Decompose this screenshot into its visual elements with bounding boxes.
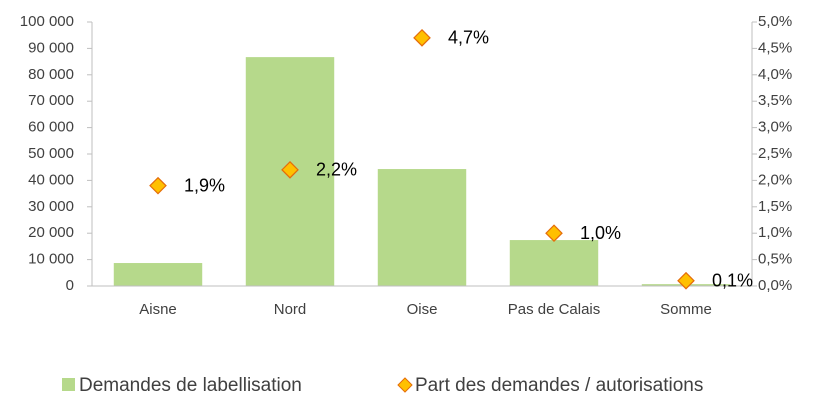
legend-label: Demandes de labellisation bbox=[79, 375, 302, 396]
y-tick-label: 70 000 bbox=[28, 92, 74, 109]
y2-tick-label: 4,0% bbox=[758, 66, 792, 83]
y-tick-label: 20 000 bbox=[28, 224, 74, 241]
y2-tick-label: 3,5% bbox=[758, 92, 792, 109]
x-tick-label: Nord bbox=[274, 301, 307, 318]
x-tick-label: Somme bbox=[660, 301, 712, 318]
y2-tick-label: 3,0% bbox=[758, 119, 792, 136]
x-tick-label: Oise bbox=[407, 301, 438, 318]
y2-tick-label: 0,5% bbox=[758, 251, 792, 268]
legend-swatch bbox=[62, 378, 75, 391]
x-tick-label: Pas de Calais bbox=[508, 301, 601, 318]
y-tick-label: 30 000 bbox=[28, 198, 74, 215]
y-tick-label: 0 bbox=[66, 277, 74, 294]
diamond-marker bbox=[413, 28, 431, 47]
y2-tick-label: 2,5% bbox=[758, 145, 792, 162]
y-tick-label: 60 000 bbox=[28, 119, 74, 136]
bar bbox=[509, 240, 599, 286]
data-label: 4,7% bbox=[448, 28, 489, 48]
y2-tick-label: 1,0% bbox=[758, 224, 792, 241]
diamond-marker bbox=[281, 160, 299, 179]
y-tick-label: 90 000 bbox=[28, 39, 74, 56]
y-tick-label: 10 000 bbox=[28, 251, 74, 268]
bar bbox=[113, 263, 203, 286]
legend-swatch bbox=[397, 377, 413, 393]
y2-tick-label: 2,0% bbox=[758, 171, 792, 188]
data-label: 1,9% bbox=[184, 175, 225, 195]
y-tick-label: 100 000 bbox=[20, 13, 74, 30]
bar bbox=[377, 169, 467, 286]
diamond-marker bbox=[149, 176, 167, 195]
y-tick-label: 50 000 bbox=[28, 145, 74, 162]
y2-tick-label: 1,5% bbox=[758, 198, 792, 215]
y-tick-label: 40 000 bbox=[28, 171, 74, 188]
y2-tick-label: 0,0% bbox=[758, 277, 792, 294]
diamond-marker bbox=[677, 271, 695, 290]
y-tick-label: 80 000 bbox=[28, 66, 74, 83]
data-label: 0,1% bbox=[712, 270, 753, 290]
y2-tick-label: 4,5% bbox=[758, 39, 792, 56]
data-label: 1,0% bbox=[580, 223, 621, 243]
diamond-marker bbox=[545, 224, 563, 243]
data-label: 2,2% bbox=[316, 160, 357, 180]
x-tick-label: Aisne bbox=[139, 301, 177, 318]
legend-label: Part des demandes / autorisations bbox=[415, 375, 703, 396]
y2-tick-label: 5,0% bbox=[758, 13, 792, 30]
